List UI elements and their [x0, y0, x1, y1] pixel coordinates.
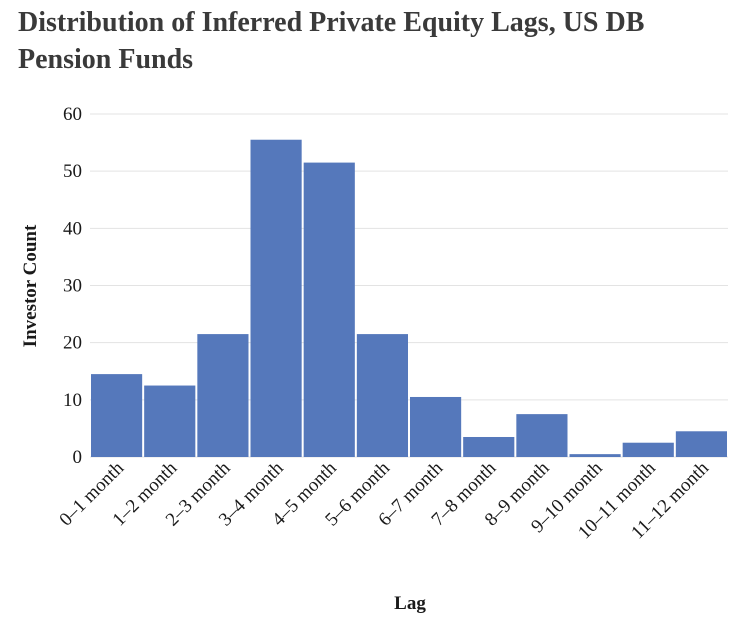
- bar: [91, 374, 143, 457]
- bars: [91, 139, 727, 457]
- bar: [356, 334, 408, 457]
- bar: [197, 334, 249, 457]
- y-axis-ticks: 0 10 20 30 40 50 60: [63, 104, 82, 468]
- bar: [516, 414, 568, 457]
- bar: [463, 436, 515, 457]
- bar: [303, 162, 355, 457]
- y-tick-label: 0: [73, 447, 83, 468]
- y-tick-label: 50: [63, 161, 82, 182]
- bar: [675, 431, 727, 457]
- chart-title: Distribution of Inferred Private Equity …: [18, 7, 645, 75]
- bar: [410, 396, 462, 457]
- y-tick-label: 30: [63, 276, 82, 297]
- y-tick-label: 20: [63, 333, 82, 354]
- y-tick-label: 60: [63, 104, 82, 125]
- bar: [622, 442, 674, 457]
- x-axis-label: Lag: [394, 593, 426, 614]
- y-axis-label: Investor Count: [20, 224, 41, 347]
- bar: [250, 139, 302, 457]
- grid-lines: [90, 113, 728, 458]
- bar: [569, 454, 621, 457]
- y-tick-label: 10: [63, 390, 82, 411]
- y-tick-label: 40: [63, 218, 82, 239]
- bar: [144, 385, 196, 457]
